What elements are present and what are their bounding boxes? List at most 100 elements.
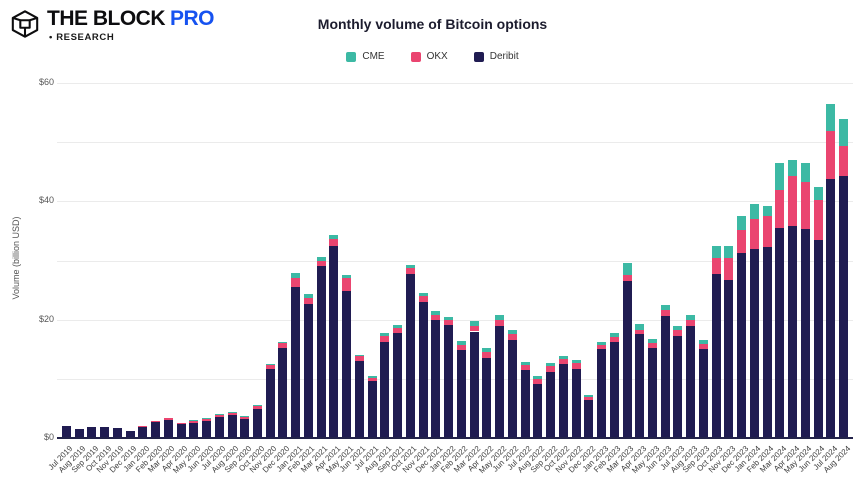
bar-okx-may-2021[interactable] xyxy=(342,277,352,291)
bar-deribit-sep-2022[interactable] xyxy=(546,371,556,438)
bar-deribit-jul-2022[interactable] xyxy=(520,369,530,438)
bar-cme-apr-2021[interactable] xyxy=(329,235,339,240)
bar-deribit-apr-2022[interactable] xyxy=(482,357,492,438)
bar-deribit-may-2023[interactable] xyxy=(648,348,657,438)
bar-deribit-sep-2020[interactable] xyxy=(240,419,250,438)
bar-deribit-nov-2020[interactable] xyxy=(265,369,275,438)
bar-okx-apr-2024[interactable] xyxy=(788,176,798,227)
bar-okx-may-2023[interactable] xyxy=(648,342,657,349)
bar-okx-sep-2023[interactable] xyxy=(698,343,708,349)
bar-okx-sep-2021[interactable] xyxy=(393,327,403,334)
bar-okx-feb-2023[interactable] xyxy=(609,336,619,342)
bar-deribit-feb-2021[interactable] xyxy=(303,303,313,438)
bar-cme-nov-2022[interactable] xyxy=(571,359,581,363)
bar-cme-feb-2022[interactable] xyxy=(456,340,466,345)
bar-okx-may-2020[interactable] xyxy=(189,420,199,423)
bar-deribit-dec-2021[interactable] xyxy=(431,319,441,438)
bar-okx-dec-2023[interactable] xyxy=(737,229,747,254)
bar-cme-sep-2020[interactable] xyxy=(240,416,250,417)
bar-okx-mar-2023[interactable] xyxy=(622,274,632,282)
bar-cme-jun-2020[interactable] xyxy=(202,418,212,420)
bar-okx-mar-2021[interactable] xyxy=(316,261,326,267)
bar-deribit-aug-2020[interactable] xyxy=(227,414,237,438)
bar-deribit-oct-2019[interactable] xyxy=(100,426,110,438)
bar-deribit-may-2022[interactable] xyxy=(495,326,505,438)
bar-okx-jan-2023[interactable] xyxy=(597,345,607,349)
bar-okx-oct-2020[interactable] xyxy=(253,406,262,409)
bar-deribit-aug-2023[interactable] xyxy=(686,326,696,438)
bar-okx-jun-2021[interactable] xyxy=(354,356,364,362)
bar-cme-feb-2024[interactable] xyxy=(762,206,772,217)
bar-deribit-jan-2020[interactable] xyxy=(138,426,148,438)
bar-deribit-may-2021[interactable] xyxy=(342,290,352,438)
bar-okx-apr-2023[interactable] xyxy=(635,329,645,335)
bar-okx-jul-2022[interactable] xyxy=(520,364,530,370)
bar-deribit-sep-2019[interactable] xyxy=(87,427,97,438)
bar-deribit-jul-2019[interactable] xyxy=(61,425,71,438)
bar-cme-oct-2022[interactable] xyxy=(558,356,568,360)
bar-cme-apr-2023[interactable] xyxy=(635,323,645,330)
bar-okx-jun-2023[interactable] xyxy=(660,310,670,316)
bar-deribit-aug-2022[interactable] xyxy=(533,384,543,438)
bar-okx-sep-2022[interactable] xyxy=(546,366,556,372)
bar-cme-dec-2021[interactable] xyxy=(431,311,441,315)
bar-okx-aug-2023[interactable] xyxy=(686,320,696,327)
bar-okx-nov-2022[interactable] xyxy=(571,362,581,369)
bar-cme-aug-2020[interactable] xyxy=(227,411,237,413)
bar-deribit-feb-2020[interactable] xyxy=(151,422,161,438)
bar-okx-jan-2021[interactable] xyxy=(291,277,301,287)
bar-okx-dec-2022[interactable] xyxy=(584,396,594,400)
bar-okx-jul-2024[interactable] xyxy=(826,130,836,179)
bar-okx-may-2022[interactable] xyxy=(495,320,505,327)
bar-cme-jan-2021[interactable] xyxy=(291,272,301,278)
bar-cme-nov-2023[interactable] xyxy=(724,246,734,259)
bar-okx-mar-2020[interactable] xyxy=(163,418,173,421)
bar-okx-aug-2024[interactable] xyxy=(839,145,849,176)
bar-cme-mar-2021[interactable] xyxy=(316,256,326,262)
bar-okx-feb-2022[interactable] xyxy=(456,344,466,350)
bar-deribit-apr-2024[interactable] xyxy=(788,226,798,438)
bar-okx-oct-2021[interactable] xyxy=(405,268,415,274)
bar-deribit-mar-2024[interactable] xyxy=(775,227,785,438)
bar-deribit-may-2024[interactable] xyxy=(800,228,810,438)
bar-cme-aug-2024[interactable] xyxy=(839,118,849,146)
bar-cme-feb-2021[interactable] xyxy=(303,294,313,299)
legend-item-cme[interactable]: CME xyxy=(346,51,385,62)
bar-deribit-dec-2022[interactable] xyxy=(584,399,594,438)
bar-deribit-apr-2023[interactable] xyxy=(635,334,645,438)
bar-cme-oct-2021[interactable] xyxy=(405,264,415,269)
bar-deribit-oct-2023[interactable] xyxy=(711,274,721,438)
bar-okx-jan-2020[interactable] xyxy=(138,425,148,427)
bar-cme-dec-2020[interactable] xyxy=(278,341,288,344)
bar-okx-dec-2021[interactable] xyxy=(431,314,441,320)
bar-cme-may-2024[interactable] xyxy=(800,162,810,182)
bar-deribit-jun-2024[interactable] xyxy=(813,240,823,438)
bar-deribit-nov-2022[interactable] xyxy=(571,368,581,438)
bar-cme-jan-2024[interactable] xyxy=(749,204,759,220)
bar-cme-jun-2024[interactable] xyxy=(813,186,823,201)
bar-deribit-feb-2023[interactable] xyxy=(609,341,619,438)
bar-okx-jan-2024[interactable] xyxy=(749,219,759,249)
bar-okx-nov-2021[interactable] xyxy=(418,296,428,302)
bar-cme-aug-2021[interactable] xyxy=(380,333,390,336)
bar-deribit-jul-2020[interactable] xyxy=(214,416,224,438)
bar-okx-aug-2022[interactable] xyxy=(533,379,543,385)
bar-okx-dec-2020[interactable] xyxy=(278,343,288,349)
bar-cme-jul-2023[interactable] xyxy=(673,325,683,331)
bar-okx-apr-2020[interactable] xyxy=(176,423,186,425)
bar-cme-nov-2021[interactable] xyxy=(418,293,428,296)
bar-deribit-dec-2023[interactable] xyxy=(737,253,747,438)
bar-cme-nov-2020[interactable] xyxy=(265,364,275,366)
bar-deribit-may-2020[interactable] xyxy=(189,422,199,438)
bar-cme-jan-2023[interactable] xyxy=(597,342,607,346)
bar-okx-apr-2021[interactable] xyxy=(329,239,339,247)
bar-okx-jun-2020[interactable] xyxy=(202,419,212,421)
bar-deribit-apr-2020[interactable] xyxy=(176,424,186,438)
legend-item-okx[interactable]: OKX xyxy=(410,51,448,62)
bar-deribit-apr-2021[interactable] xyxy=(329,246,339,438)
bar-okx-nov-2020[interactable] xyxy=(265,365,275,370)
bar-deribit-sep-2023[interactable] xyxy=(698,348,708,438)
bar-deribit-jan-2023[interactable] xyxy=(597,348,607,438)
bar-cme-dec-2023[interactable] xyxy=(737,216,747,230)
bar-deribit-oct-2022[interactable] xyxy=(558,364,568,438)
